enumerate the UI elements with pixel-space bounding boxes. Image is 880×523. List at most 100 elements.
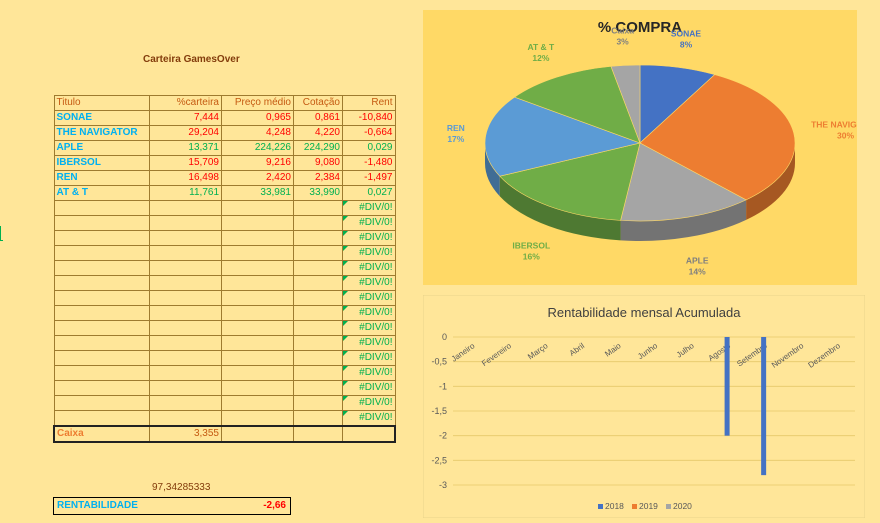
- empty-cell[interactable]: [293, 320, 343, 336]
- cotacao-cell[interactable]: 0,861: [293, 110, 343, 126]
- cotacao-cell[interactable]: 2,384: [293, 170, 343, 186]
- empty-cell[interactable]: [149, 275, 222, 291]
- empty-cell[interactable]: [53, 380, 150, 396]
- titulo-cell[interactable]: REN: [53, 170, 150, 186]
- preco-cell[interactable]: 0,965: [221, 110, 294, 126]
- rent-cell[interactable]: 0,029: [342, 140, 396, 156]
- pie-slice-the-navigator[interactable]: [639, 74, 796, 201]
- empty-cell[interactable]: [149, 350, 222, 366]
- empty-cell[interactable]: [221, 260, 294, 276]
- empty-cell[interactable]: [221, 425, 294, 443]
- error-cell[interactable]: #DIV/0!: [342, 260, 396, 276]
- empty-cell[interactable]: [53, 215, 150, 231]
- caixa-label[interactable]: Caixa: [53, 425, 150, 443]
- empty-cell[interactable]: [293, 335, 343, 351]
- empty-cell[interactable]: [53, 275, 150, 291]
- empty-cell[interactable]: [293, 275, 343, 291]
- error-cell[interactable]: #DIV/0!: [342, 365, 396, 381]
- empty-cell[interactable]: [149, 395, 222, 411]
- carteira-cell[interactable]: 16,498: [149, 170, 222, 186]
- carteira-cell[interactable]: 7,444: [149, 110, 222, 126]
- error-cell[interactable]: #DIV/0!: [342, 200, 396, 216]
- empty-cell[interactable]: [53, 230, 150, 246]
- empty-cell[interactable]: [221, 275, 294, 291]
- empty-cell[interactable]: [53, 305, 150, 321]
- titulo-cell[interactable]: AT & T: [53, 185, 150, 201]
- empty-cell[interactable]: [221, 335, 294, 351]
- empty-cell[interactable]: [53, 335, 150, 351]
- titulo-cell[interactable]: IBERSOL: [53, 155, 150, 171]
- empty-cell[interactable]: [293, 290, 343, 306]
- empty-cell[interactable]: [221, 215, 294, 231]
- empty-cell[interactable]: [221, 395, 294, 411]
- empty-cell[interactable]: [293, 230, 343, 246]
- empty-cell[interactable]: [293, 350, 343, 366]
- empty-cell[interactable]: [221, 245, 294, 261]
- empty-cell[interactable]: [53, 365, 150, 381]
- column-header[interactable]: Cotação: [293, 95, 343, 111]
- column-header[interactable]: %carteira: [149, 95, 222, 111]
- empty-cell[interactable]: [293, 200, 343, 216]
- empty-cell[interactable]: [293, 395, 343, 411]
- rentabilidade-box[interactable]: RENTABILIDADE -2,66: [53, 497, 291, 515]
- bar-2018-agosto[interactable]: [724, 337, 730, 436]
- carteira-cell[interactable]: 15,709: [149, 155, 222, 171]
- empty-cell[interactable]: [149, 305, 222, 321]
- empty-cell[interactable]: [293, 425, 343, 443]
- titulo-cell[interactable]: THE NAVIGATOR: [53, 125, 150, 141]
- empty-cell[interactable]: [149, 365, 222, 381]
- preco-cell[interactable]: 2,420: [221, 170, 294, 186]
- empty-cell[interactable]: [221, 380, 294, 396]
- empty-cell[interactable]: [221, 290, 294, 306]
- empty-cell[interactable]: [293, 380, 343, 396]
- cotacao-cell[interactable]: 224,290: [293, 140, 343, 156]
- preco-cell[interactable]: 9,216: [221, 155, 294, 171]
- error-cell[interactable]: #DIV/0!: [342, 245, 396, 261]
- preco-cell[interactable]: 4,248: [221, 125, 294, 141]
- error-cell[interactable]: #DIV/0!: [342, 305, 396, 321]
- pie-slice-ren[interactable]: [484, 96, 642, 177]
- empty-cell[interactable]: [221, 320, 294, 336]
- empty-cell[interactable]: [53, 350, 150, 366]
- titulo-cell[interactable]: APLE: [53, 140, 150, 156]
- empty-cell[interactable]: [342, 425, 396, 443]
- empty-cell[interactable]: [53, 200, 150, 216]
- empty-cell[interactable]: [149, 410, 222, 427]
- empty-cell[interactable]: [53, 245, 150, 261]
- carteira-cell[interactable]: 29,204: [149, 125, 222, 141]
- pie-slice-ibersol[interactable]: [499, 142, 641, 221]
- empty-cell[interactable]: [293, 215, 343, 231]
- empty-cell[interactable]: [149, 200, 222, 216]
- error-cell[interactable]: #DIV/0!: [342, 275, 396, 291]
- empty-cell[interactable]: [221, 410, 294, 427]
- bar-2018-setembro[interactable]: [761, 337, 767, 476]
- empty-cell[interactable]: [293, 305, 343, 321]
- empty-cell[interactable]: [293, 365, 343, 381]
- titulo-cell[interactable]: SONAE: [53, 110, 150, 126]
- preco-cell[interactable]: 33,981: [221, 185, 294, 201]
- pie-slice-caixa[interactable]: [610, 64, 641, 144]
- pie-slice-at-t[interactable]: [513, 66, 641, 144]
- empty-cell[interactable]: [53, 260, 150, 276]
- empty-cell[interactable]: [53, 290, 150, 306]
- empty-cell[interactable]: [221, 230, 294, 246]
- column-header[interactable]: Preço médio: [221, 95, 294, 111]
- empty-cell[interactable]: [53, 410, 150, 427]
- cotacao-cell[interactable]: 33,990: [293, 185, 343, 201]
- caixa-value[interactable]: 3,355: [149, 425, 222, 443]
- error-cell[interactable]: #DIV/0!: [342, 380, 396, 396]
- column-header[interactable]: Rent: [342, 95, 396, 111]
- error-cell[interactable]: #DIV/0!: [342, 230, 396, 246]
- column-header[interactable]: Titulo: [53, 95, 150, 111]
- error-cell[interactable]: #DIV/0!: [342, 215, 396, 231]
- cotacao-cell[interactable]: 4,220: [293, 125, 343, 141]
- empty-cell[interactable]: [149, 215, 222, 231]
- empty-cell[interactable]: [53, 320, 150, 336]
- empty-cell[interactable]: [149, 230, 222, 246]
- preco-cell[interactable]: 224,226: [221, 140, 294, 156]
- pie-slice-aple[interactable]: [620, 142, 747, 222]
- empty-cell[interactable]: [221, 305, 294, 321]
- empty-cell[interactable]: [149, 320, 222, 336]
- error-cell[interactable]: #DIV/0!: [342, 410, 396, 427]
